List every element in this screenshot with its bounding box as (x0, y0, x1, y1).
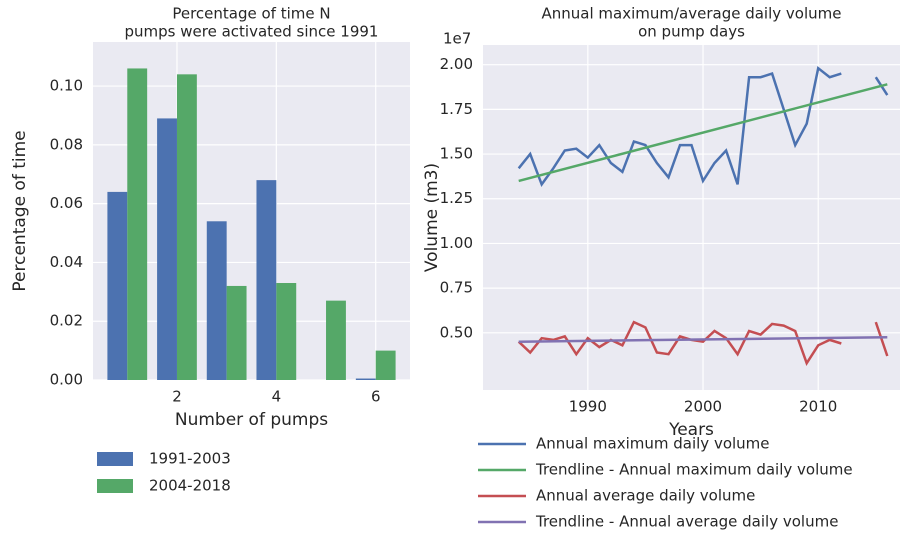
line (517, 320, 889, 367)
x-tick-label: 2 (172, 388, 182, 406)
y-tick-label: 0.50 (440, 323, 473, 341)
x-tick-label: 2000 (684, 398, 722, 416)
y-axis-label: Percentage of time (10, 130, 30, 291)
line (518, 83, 888, 183)
bar (355, 378, 376, 380)
x-tick-label: 2010 (799, 398, 837, 416)
legend-swatch (97, 452, 133, 466)
bar (226, 285, 247, 380)
bar (256, 180, 277, 380)
chart-title: on pump days (638, 23, 745, 41)
legend-label: 1991-2003 (149, 450, 231, 468)
chart-title: pumps were activated since 1991 (125, 23, 379, 41)
x-tick-label: 1990 (569, 398, 607, 416)
bar (107, 191, 128, 380)
bar (276, 283, 297, 380)
legend-label: Annual maximum daily volume (536, 435, 770, 453)
legend-label: Annual average daily volume (536, 487, 755, 505)
y-tick-label: 0.10 (50, 77, 83, 95)
y-tick-label: 1.75 (440, 100, 473, 118)
bar (326, 300, 346, 380)
bar (176, 74, 197, 380)
offset-text: 1e7 (443, 30, 471, 48)
bar (206, 221, 227, 380)
x-axis-label: Years (668, 420, 714, 440)
chart-title: Annual maximum/average daily volume (542, 5, 842, 23)
legend-label: Trendline - Annual average daily volume (535, 513, 838, 531)
y-tick-label: 0.75 (440, 279, 473, 297)
bar (157, 118, 177, 380)
line (518, 336, 888, 343)
y-tick-label: 1.00 (440, 234, 473, 252)
y-tick-label: 1.50 (440, 145, 473, 163)
bar (375, 350, 396, 380)
y-tick-label: 0.06 (50, 194, 83, 212)
legend-label: Trendline - Annual maximum daily volume (535, 461, 853, 479)
y-tick-label: 0.08 (50, 135, 83, 153)
x-tick-label: 6 (371, 388, 381, 406)
x-tick-label: 4 (272, 388, 282, 406)
legend-swatch (97, 479, 133, 493)
y-tick-label: 0.00 (50, 371, 83, 389)
y-tick-label: 0.02 (50, 312, 83, 330)
legend-label: 2004-2018 (149, 477, 231, 495)
bar (127, 68, 148, 380)
y-tick-label: 2.00 (440, 55, 473, 73)
x-axis-label: Number of pumps (175, 410, 328, 430)
y-tick-label: 1.25 (440, 189, 473, 207)
chart-title: Percentage of time N (172, 5, 330, 23)
y-tick-label: 0.04 (50, 253, 83, 271)
y-axis-label: Volume (m3) (422, 163, 442, 272)
